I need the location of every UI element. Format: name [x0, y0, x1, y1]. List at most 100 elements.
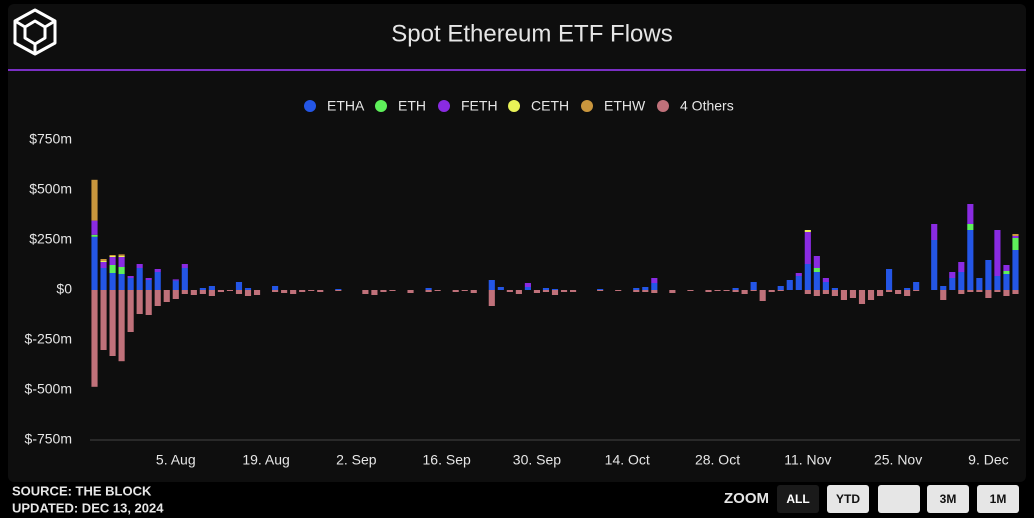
legend-label: FETH: [461, 98, 498, 114]
bar-segment: [136, 290, 143, 314]
bar-segment: [831, 288, 838, 290]
zoom-button-label: ALL: [786, 492, 809, 506]
bar-segment: [118, 254, 125, 256]
zoom-label: ZOOM: [724, 490, 769, 507]
source: SOURCE: THE BLOCK: [12, 483, 152, 498]
legend-item[interactable]: 4 Others: [657, 98, 734, 114]
bar-segment: [958, 272, 965, 290]
bar-segment: [1012, 250, 1019, 290]
bar-segment: [940, 286, 947, 290]
bar-segment: [795, 276, 802, 290]
logo: [13, 8, 57, 56]
bar-segment: [136, 268, 143, 290]
x-tick-label: 2. Sep: [336, 452, 377, 468]
bar-segment: [299, 290, 306, 292]
legend-item[interactable]: ETHW: [581, 98, 646, 114]
bar-segment: [642, 290, 649, 292]
bar-segment: [100, 268, 107, 290]
bar-segment: [317, 290, 324, 292]
bar-segment: [145, 278, 152, 280]
bar-segment: [705, 290, 712, 292]
legend-item[interactable]: ETH: [375, 98, 426, 114]
bar-segment: [199, 290, 206, 294]
bar-segment: [813, 256, 820, 268]
bar-segment: [425, 290, 432, 292]
zoom-button-bg: [977, 485, 1019, 513]
bar-segment: [434, 290, 441, 291]
bar-segment: [976, 278, 983, 290]
bar-segment: [118, 256, 125, 257]
legend-item[interactable]: CETH: [508, 98, 569, 114]
bar-segment: [380, 290, 387, 292]
legend-item[interactable]: FETH: [438, 98, 498, 114]
bar-segment: [100, 262, 107, 268]
x-tick-label: 5. Aug: [156, 452, 196, 468]
y-tick-label: $500m: [29, 181, 72, 197]
bar-segment: [723, 290, 730, 291]
legend-swatch: [657, 100, 669, 112]
bar-segment: [813, 272, 820, 290]
bar-segment: [109, 256, 116, 257]
bar-segment: [389, 290, 396, 291]
bar-segment: [994, 230, 1001, 276]
bar-segment: [172, 290, 179, 299]
bar-segment: [272, 286, 279, 290]
bar-segment: [804, 264, 811, 290]
bar-segment: [777, 290, 784, 291]
zoom-button[interactable]: 1M: [977, 485, 1019, 513]
bar-segment: [741, 290, 748, 294]
bar-segment: [976, 290, 983, 292]
bar-segment: [551, 289, 559, 290]
bar-segment: [687, 290, 694, 291]
bar-segment: [91, 234, 98, 237]
zoom-button-label: YTD: [836, 492, 860, 506]
x-tick-label: 28. Oct: [695, 452, 740, 468]
legend-item[interactable]: ETHA: [304, 98, 365, 114]
bar-segment: [208, 286, 215, 290]
bar-segment: [1003, 271, 1010, 274]
bar-segment: [804, 230, 811, 232]
bar-segment: [1012, 234, 1019, 236]
bar-segment: [542, 288, 550, 290]
bar-segment: [290, 290, 297, 294]
bar-segment: [795, 273, 802, 276]
bar-segment: [335, 289, 342, 290]
bar-segment: [967, 204, 974, 224]
bar-segment: [118, 267, 125, 274]
bar-segment: [272, 290, 279, 292]
bar-segment: [172, 279, 179, 281]
bar-segment: [967, 290, 974, 292]
zoom-button[interactable]: YTD: [827, 485, 869, 513]
bar-segment: [199, 288, 206, 290]
y-tick-label: $250m: [29, 231, 72, 247]
bar-segment: [91, 220, 98, 235]
y-tick-label: $750m: [29, 131, 72, 147]
bar-segment: [217, 290, 224, 292]
updated: UPDATED: DEC 13, 2024: [12, 500, 164, 515]
bar-segment: [967, 224, 974, 230]
bar-segment: [768, 290, 775, 292]
bar-segment: [714, 290, 721, 291]
zoom-button[interactable]: ALL: [777, 485, 819, 513]
bar-segment: [867, 290, 875, 300]
panel: [8, 4, 1026, 482]
bar-segment: [633, 290, 640, 292]
bar-segment: [515, 290, 522, 294]
bar-segment: [597, 289, 604, 290]
bar-segment: [118, 257, 125, 267]
zoom-button[interactable]: [878, 485, 920, 513]
zoom-button-bg: [827, 485, 869, 513]
zoom-button[interactable]: 3M: [927, 485, 969, 513]
bar-segment: [822, 278, 829, 282]
bar-segment: [967, 230, 974, 290]
zoom-button-bg: [927, 485, 969, 513]
bar-segment: [506, 290, 513, 292]
bar-segment: [407, 290, 414, 293]
bar-segment: [651, 283, 658, 290]
bar-segment: [136, 264, 143, 268]
bar-segment: [985, 290, 992, 298]
bar-segment: [172, 280, 179, 290]
bar-segment: [452, 290, 459, 292]
